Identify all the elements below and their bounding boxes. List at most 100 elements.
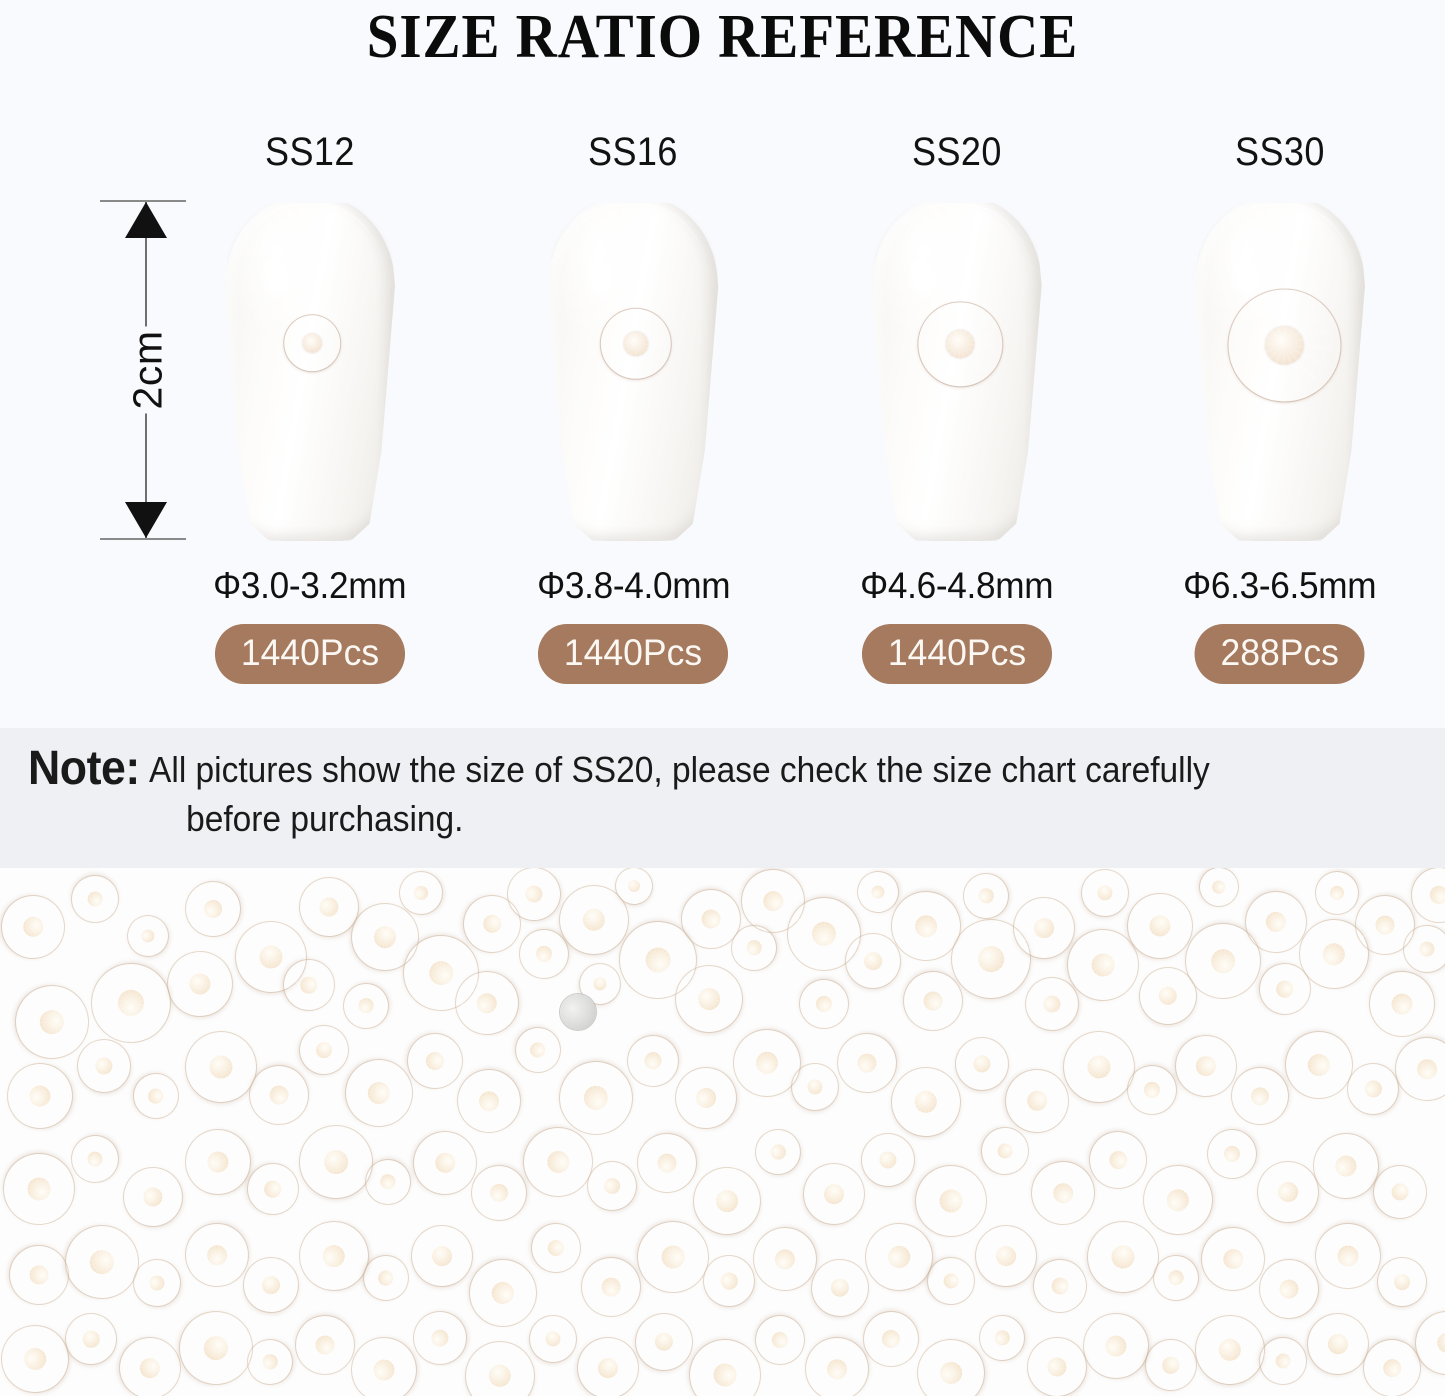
rhinestone-icon bbox=[1140, 968, 1196, 1024]
size-diameter: Φ6.3-6.5mm bbox=[1183, 565, 1377, 606]
rhinestone-icon bbox=[507, 1019, 569, 1081]
rhinestone-icon bbox=[854, 868, 901, 915]
rhinestone-icon bbox=[1194, 1314, 1267, 1387]
ruler-cap-top bbox=[100, 200, 186, 202]
rhinestone-icon bbox=[120, 1338, 180, 1396]
rhinestone-icon bbox=[525, 1311, 581, 1367]
rhinestone-icon bbox=[243, 1159, 304, 1220]
rhinestone-icon bbox=[350, 1336, 418, 1396]
quantity-badge: 288Pcs bbox=[1194, 624, 1366, 684]
rhinestone-icon bbox=[959, 869, 1013, 923]
rhinestone-icon bbox=[243, 1257, 299, 1313]
rhinestone-icon bbox=[183, 879, 242, 938]
rhinestone-icon bbox=[414, 1312, 466, 1364]
rhinestone-icon bbox=[1193, 868, 1245, 913]
ruler-cap-bottom bbox=[100, 538, 186, 540]
rhinestone-icon bbox=[859, 1131, 918, 1190]
quantity-badge: 1440Pcs bbox=[214, 624, 406, 684]
quantity-badge: 1440Pcs bbox=[538, 624, 729, 684]
size-name: SS20 bbox=[911, 130, 1002, 174]
note-text-line2: before purchasing. bbox=[186, 798, 464, 839]
rhinestone-icon bbox=[912, 1334, 990, 1396]
rhinestone-icon bbox=[248, 1064, 310, 1126]
size-diameter: Φ3.0-3.2mm bbox=[213, 565, 407, 606]
rhinestone-icon bbox=[294, 1216, 375, 1297]
size-column-ss20: SS20 Φ4.6-4.8mm 1440Pcs bbox=[807, 128, 1107, 688]
rhinestone-icon bbox=[127, 1067, 186, 1126]
rhinestone-icon bbox=[1372, 1252, 1431, 1311]
rhinestone-icon bbox=[1, 1057, 79, 1135]
rhinestone-icon bbox=[411, 1225, 473, 1287]
rhinestone-icon bbox=[1200, 1122, 1265, 1187]
rhinestone-icon bbox=[918, 302, 1002, 386]
rhinestone-icon bbox=[171, 1303, 262, 1394]
rhinestone-icon bbox=[284, 315, 340, 371]
note-banner: Note: All pictures show the size of SS20,… bbox=[0, 728, 1445, 868]
height-ruler-2cm: 2cm bbox=[100, 200, 196, 540]
rhinestone-icon bbox=[1173, 1033, 1239, 1099]
page-title: SIZE RATIO REFERENCE bbox=[366, 3, 1079, 71]
rhinestone-icon bbox=[162, 946, 238, 1022]
product-photo-rhinestones bbox=[0, 868, 1445, 1396]
rhinestone-icon bbox=[1369, 971, 1435, 1037]
nail-tip-swatch bbox=[871, 196, 1042, 541]
rhinestone-icon bbox=[294, 1314, 356, 1376]
quantity-badge: 1440Pcs bbox=[861, 624, 1052, 684]
rhinestone-icon bbox=[955, 1037, 1009, 1091]
rhinestone-icon bbox=[975, 1311, 1028, 1364]
note-text-line1: All pictures show the size of SS20, plea… bbox=[149, 749, 1210, 790]
size-column-ss16: SS16 Φ3.8-4.0mm 1440Pcs bbox=[483, 128, 783, 688]
rhinestone-icon bbox=[1076, 868, 1135, 922]
rhinestone-icon bbox=[464, 1340, 537, 1396]
size-column-ss30: SS30 Φ6.3-6.5mm 288Pcs bbox=[1130, 128, 1430, 688]
nail-tip-rim bbox=[235, 202, 385, 534]
rhinestone-icon bbox=[113, 1157, 193, 1237]
size-diameter: Φ3.8-4.0mm bbox=[536, 565, 730, 606]
rhinestone-icon bbox=[77, 949, 184, 1056]
rhinestone-icon bbox=[1029, 1159, 1097, 1227]
rhinestone-icon bbox=[1311, 1131, 1381, 1201]
rhinestone-icon bbox=[890, 1066, 963, 1139]
rhinestone-icon bbox=[601, 309, 671, 379]
rhinestone-icon bbox=[864, 1312, 918, 1366]
rhinestone-icon bbox=[559, 1061, 633, 1135]
rhinestone-icon bbox=[335, 975, 396, 1036]
rhinestone-icon bbox=[414, 1132, 476, 1194]
rhinestone-icon bbox=[667, 1059, 745, 1137]
size-name: SS12 bbox=[265, 130, 355, 174]
rhinestone-icon bbox=[68, 872, 123, 927]
nail-tip-rim bbox=[558, 202, 709, 534]
arrow-down-icon bbox=[125, 502, 167, 538]
rhinestone-icon bbox=[1005, 1069, 1069, 1133]
nail-tip-swatch bbox=[225, 196, 395, 541]
rhinestone-icon bbox=[183, 1029, 260, 1106]
rhinestone-icon bbox=[525, 1217, 587, 1279]
size-name: SS16 bbox=[588, 130, 679, 174]
rhinestone-icon bbox=[1141, 1335, 1200, 1394]
rhinestone-icon bbox=[1140, 1162, 1217, 1239]
size-columns: SS12 Φ3.0-3.2mm 1440Pcs SS16 Φ3.8-4.0mm … bbox=[160, 128, 1430, 688]
rhinestone-icon bbox=[747, 1121, 809, 1183]
rhinestone-icon bbox=[980, 1126, 1029, 1175]
rhinestone-icon bbox=[0, 1147, 81, 1232]
rhinestone-icon bbox=[846, 934, 900, 988]
note-first-line: Note: All pictures show the size of SS20,… bbox=[28, 744, 1318, 794]
arrow-up-icon bbox=[125, 202, 167, 238]
rhinestone-icon bbox=[798, 978, 849, 1029]
rhinestone-icon bbox=[693, 1167, 761, 1235]
nail-tip-swatch bbox=[1194, 196, 1365, 541]
rhinestone-icon bbox=[66, 1314, 116, 1364]
rhinestone-icon bbox=[1257, 1257, 1321, 1321]
note-keyword: Note: bbox=[28, 742, 140, 795]
rhinestone-icon bbox=[1076, 1306, 1155, 1385]
nail-tip-rim bbox=[881, 202, 1032, 534]
nail-tip-rim bbox=[1205, 202, 1355, 534]
rhinestone-icon bbox=[1228, 289, 1340, 401]
rhinestone-icon bbox=[1307, 1215, 1389, 1297]
size-name: SS30 bbox=[1235, 130, 1325, 174]
rhinestone-icon bbox=[0, 892, 68, 962]
rhinestone-icon bbox=[62, 1222, 141, 1301]
rhinestone-icon bbox=[247, 1339, 293, 1385]
rhinestone-icon bbox=[120, 908, 176, 964]
